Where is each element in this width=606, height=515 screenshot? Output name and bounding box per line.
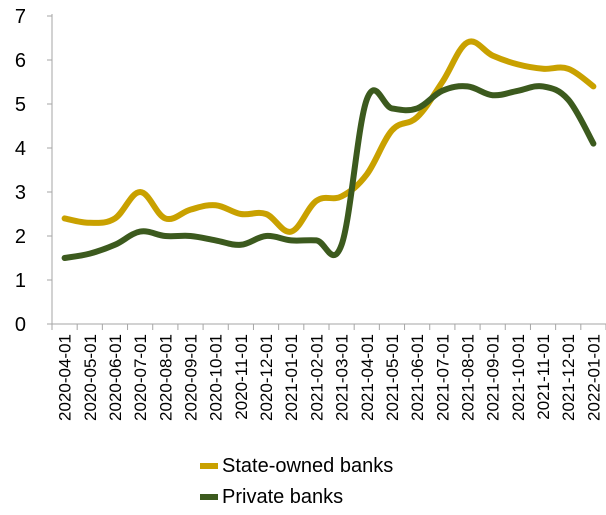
series-lines (61, 38, 597, 261)
x-tick-label: 2021-12-01 (559, 334, 578, 421)
y-tick-label: 1 (15, 270, 26, 292)
y-tick-label: 3 (15, 182, 26, 204)
y-tick-label: 5 (15, 94, 26, 116)
y-tick-label: 2 (15, 226, 26, 248)
x-tick-label: 2020-06-01 (106, 334, 125, 421)
x-tick-label: 2021-03-01 (333, 334, 352, 421)
y-tick-label: 7 (15, 6, 26, 28)
legend: State-owned banks Private banks (200, 455, 393, 508)
x-tick-label: 2021-04-01 (358, 334, 377, 421)
series-line-state-owned-banks (61, 38, 597, 235)
x-tick-label: 2021-01-01 (282, 334, 301, 421)
x-tick-label: 2020-09-01 (182, 334, 201, 421)
x-tick-label: 2020-10-01 (207, 334, 226, 421)
y-tick-label: 0 (15, 314, 26, 336)
series-line-private-banks (61, 83, 597, 261)
x-tick-label: 2020-08-01 (156, 334, 175, 421)
legend-label: Private banks (222, 486, 343, 508)
x-tick-label: 2022-01-01 (584, 334, 603, 421)
x-tick-label: 2020-12-01 (257, 334, 276, 421)
x-tick-label: 2021-06-01 (408, 334, 427, 421)
y-tick-label: 4 (15, 138, 26, 160)
x-tick-label: 2021-11-01 (534, 334, 553, 420)
x-tick-label: 2021-07-01 (433, 334, 452, 421)
x-tick-label: 2020-04-01 (56, 334, 75, 421)
y-tick-label: 6 (15, 50, 26, 72)
x-tick-label: 2020-11-01 (232, 334, 251, 420)
y-axis: 0 1 2 3 4 5 6 7 (15, 6, 53, 336)
x-tick-label: 2021-05-01 (383, 334, 402, 421)
legend-label: State-owned banks (222, 455, 393, 477)
x-tick-label: 2021-09-01 (484, 334, 503, 421)
x-tick-label: 2021-02-01 (307, 334, 326, 421)
x-tick-label: 2021-10-01 (509, 334, 528, 421)
x-tick-label: 2020-07-01 (131, 334, 150, 421)
x-axis: 2020-04-01 2020-05-01 2020-06-01 2020-07-01… (51, 323, 606, 421)
x-tick-label: 2021-08-01 (459, 334, 478, 421)
x-tick-label: 2020-05-01 (81, 334, 100, 421)
